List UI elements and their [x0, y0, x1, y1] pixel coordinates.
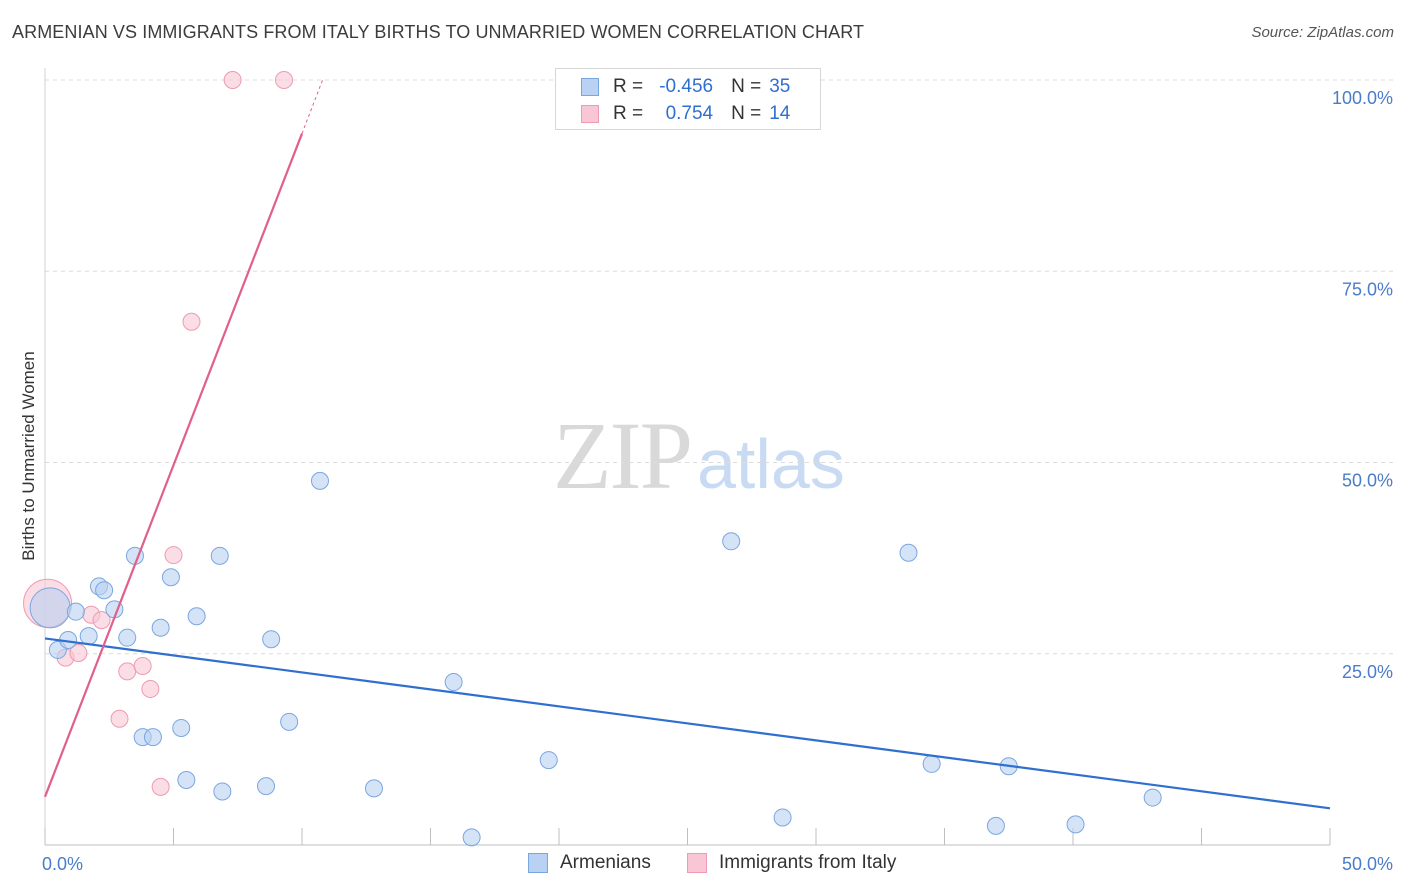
y-tick-label-100: 100.0%: [1332, 88, 1393, 108]
italy-point: [133, 656, 152, 675]
italy-point: [92, 611, 111, 630]
armenian-point: [210, 546, 229, 565]
watermark: ZIPatlas: [553, 400, 845, 511]
correlation-legend: R = -0.456 N = 35 R = 0.754 N = 14: [555, 68, 821, 130]
armenian-point: [462, 828, 481, 847]
armenian-point: [66, 602, 85, 621]
legend-row-italy: R = 0.754 N = 14: [556, 101, 790, 127]
italy-point: [182, 312, 201, 331]
italy-point: [69, 643, 88, 662]
armenians-swatch: [581, 78, 599, 96]
armenian-point: [161, 568, 180, 587]
armenian-point: [310, 471, 329, 490]
italy-point: [223, 71, 242, 89]
armenians-trend-line: [44, 637, 1331, 810]
armenian-point: [1143, 788, 1162, 807]
armenians-r-value: -0.456: [659, 76, 714, 97]
italy-point: [118, 662, 137, 681]
italy-r-label: R =: [613, 103, 644, 124]
trend-lines: [43, 79, 1331, 810]
armenians-n-value: 35: [769, 76, 791, 97]
legend-item-italy: Immigrants from Italy: [687, 852, 896, 874]
armenian-point: [95, 581, 114, 600]
armenian-point: [899, 543, 918, 562]
armenian-point: [922, 754, 941, 773]
series-legend: Armenians Immigrants from Italy: [0, 852, 1406, 878]
armenian-point: [986, 816, 1005, 835]
italy-r-value: 0.754: [665, 103, 714, 124]
italy-point: [164, 546, 183, 565]
armenians-n-label: N =: [731, 76, 762, 97]
italy-swatch: [581, 105, 599, 123]
italy-point: [151, 777, 170, 796]
armenian-point: [172, 718, 191, 737]
armenian-point: [143, 728, 162, 747]
x-tick-label-50: 50.0%: [1342, 854, 1393, 874]
italy-trend-line: [43, 133, 304, 798]
grid-lines: [45, 79, 1395, 655]
watermark-zip: ZIP: [553, 402, 693, 509]
armenian-point: [79, 627, 98, 646]
y-tick-label-25: 25.0%: [1342, 662, 1393, 682]
legend-row-armenians: R = -0.456 N = 35: [556, 74, 790, 100]
armenian-point: [262, 630, 281, 649]
armenian-point: [151, 618, 170, 637]
source-credit: Source: ZipAtlas.com: [1251, 24, 1394, 41]
armenian-point: [539, 751, 558, 770]
italy-points: [23, 71, 294, 796]
y-axis-label: Births to Unmarried Women: [19, 351, 38, 560]
italy-legend-label: Immigrants from Italy: [719, 852, 897, 873]
y-tick-label-75: 75.0%: [1342, 279, 1393, 299]
italy-point: [110, 709, 129, 728]
armenian-point: [280, 712, 299, 731]
armenian-point: [213, 782, 232, 801]
armenian-point: [29, 587, 71, 629]
italy-n-value: 14: [769, 103, 791, 124]
armenian-point: [257, 777, 276, 796]
armenian-point: [177, 770, 196, 789]
armenian-point: [118, 628, 137, 647]
italy-n-label: N =: [731, 103, 762, 124]
italy-trend-extension: [301, 79, 324, 134]
armenians-r-label: R =: [613, 76, 644, 97]
armenian-points: [29, 471, 1162, 847]
armenian-point: [364, 779, 383, 798]
italy-point: [275, 71, 294, 89]
axes: [44, 68, 1331, 846]
legend-item-armenians: Armenians: [528, 852, 651, 874]
tick-labels: 25.0% 50.0% 75.0% 100.0% 0.0% 50.0%: [42, 88, 1393, 874]
armenian-point: [722, 532, 741, 551]
armenian-point: [773, 808, 792, 827]
chart-title: ARMENIAN VS IMMIGRANTS FROM ITALY BIRTHS…: [12, 22, 865, 42]
armenians-legend-swatch: [528, 853, 548, 873]
armenian-point: [1066, 815, 1085, 834]
watermark-atlas: atlas: [697, 425, 845, 503]
armenian-point: [187, 607, 206, 626]
italy-legend-swatch: [687, 853, 707, 873]
x-tick-label-0: 0.0%: [42, 854, 83, 874]
y-tick-label-50: 50.0%: [1342, 471, 1393, 491]
italy-point: [141, 679, 160, 698]
armenian-point: [444, 673, 463, 692]
armenians-legend-label: Armenians: [560, 852, 651, 873]
